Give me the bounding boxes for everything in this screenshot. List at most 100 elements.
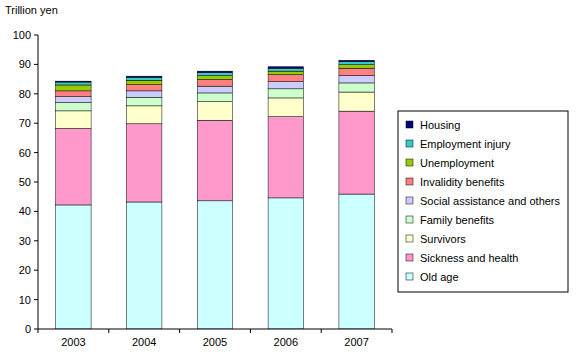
- bar-segment: [127, 80, 162, 84]
- bar-segment: [127, 77, 162, 80]
- bars: [56, 60, 375, 329]
- legend-swatch: [406, 140, 413, 147]
- bar-segment: [56, 85, 91, 91]
- x-tick: [108, 329, 109, 333]
- bar-segment: [56, 82, 91, 85]
- bar-segment: [127, 91, 162, 97]
- y-tick-label: 0: [25, 323, 31, 335]
- chart: Trillion yen 0 10 20 30 40 50 60 70 80 90 100 2003 20…: [0, 0, 577, 362]
- y-tick: [34, 211, 38, 212]
- y-tick-label: 90: [19, 58, 31, 70]
- bar-segment: [197, 73, 232, 76]
- bar-segment: [197, 102, 232, 121]
- x-tick-label: 2003: [61, 336, 85, 348]
- legend-swatch: [406, 197, 413, 204]
- bar-segment: [339, 92, 374, 111]
- bar-segment: [339, 62, 374, 65]
- y-tick-label: 60: [19, 147, 31, 159]
- legend-label: Old age: [420, 271, 459, 283]
- bar-segment: [127, 106, 162, 124]
- bar-segment: [56, 81, 91, 83]
- bar-segment: [268, 117, 303, 198]
- x-tick: [321, 329, 322, 333]
- y-tick-label: 10: [19, 294, 31, 306]
- x-axis: [38, 329, 392, 330]
- bar-segment: [268, 71, 303, 75]
- x-tick: [250, 329, 251, 333]
- bar-segment: [197, 79, 232, 86]
- bar-segment: [56, 91, 91, 97]
- bar-segment: [127, 97, 162, 106]
- y-tick: [34, 240, 38, 241]
- bar-segment: [339, 76, 374, 83]
- y-tick-label: 70: [19, 117, 31, 129]
- legend: [398, 111, 568, 292]
- bar-segment: [339, 60, 374, 61]
- bar-segment: [268, 68, 303, 71]
- x-tick: [38, 329, 39, 333]
- y-tick: [34, 35, 38, 36]
- y-tick-label: 100: [13, 29, 31, 41]
- y-tick: [34, 270, 38, 271]
- bar-segment: [339, 68, 374, 75]
- bar-segment: [268, 198, 303, 329]
- bar-segment: [339, 111, 374, 194]
- y-tick: [34, 93, 38, 94]
- legend-swatch: [406, 273, 413, 280]
- legend-swatch: [406, 254, 413, 261]
- bar-segment: [56, 128, 91, 204]
- bar-segment: [127, 76, 162, 77]
- y-axis-label: Trillion yen: [5, 4, 58, 16]
- bar-segment: [197, 71, 232, 72]
- legend-swatch: [406, 159, 413, 166]
- y-tick-label: 40: [19, 205, 31, 217]
- bar-segment: [127, 202, 162, 329]
- bar-segment: [268, 82, 303, 89]
- x-tick: [392, 329, 393, 333]
- bar-segment: [56, 97, 91, 103]
- y-tick: [34, 182, 38, 183]
- y-tick: [34, 299, 38, 300]
- bar-segment: [339, 83, 374, 92]
- legend-label: Employment injury: [420, 138, 511, 150]
- legend-label: Family benefits: [420, 214, 494, 226]
- bar-segment: [197, 120, 232, 201]
- bar-segment: [268, 89, 303, 98]
- legend-label: Unemployment: [420, 157, 494, 169]
- bar-segment: [127, 85, 162, 91]
- bar-segment: [56, 205, 91, 329]
- y-tick: [34, 152, 38, 153]
- bar-segment: [56, 103, 91, 111]
- bar-segment: [127, 124, 162, 202]
- legend-swatch: [406, 216, 413, 223]
- bar-segment: [268, 98, 303, 117]
- legend-label: Housing: [420, 119, 460, 131]
- legend-label: Invalidity benefits: [420, 176, 505, 188]
- y-tick: [34, 329, 38, 330]
- bar-segment: [197, 93, 232, 102]
- bar-segment: [197, 201, 232, 329]
- legend-swatch: [406, 235, 413, 242]
- y-tick-label: 50: [19, 176, 31, 188]
- x-tick-label: 2004: [132, 336, 156, 348]
- x-tick-label: 2007: [344, 336, 368, 348]
- x-tick-label: 2005: [203, 336, 227, 348]
- x-tick-label: 2006: [274, 336, 298, 348]
- bar-segment: [268, 67, 303, 68]
- legend-swatch: [406, 121, 413, 128]
- y-tick: [34, 64, 38, 65]
- x-tick: [179, 329, 180, 333]
- bar-segment: [197, 86, 232, 93]
- bar-segment: [268, 75, 303, 82]
- y-tick-label: 80: [19, 88, 31, 100]
- legend-swatch: [406, 178, 413, 185]
- y-tick-label: 30: [19, 235, 31, 247]
- y-tick-label: 20: [19, 264, 31, 276]
- bar-segment: [339, 194, 374, 329]
- legend-label: Social assistance and others: [420, 195, 561, 207]
- bar-segment: [56, 111, 91, 129]
- y-tick: [34, 123, 38, 124]
- legend-label: Sickness and health: [420, 252, 518, 264]
- legend-label: Survivors: [420, 233, 466, 245]
- bar-segment: [197, 76, 232, 80]
